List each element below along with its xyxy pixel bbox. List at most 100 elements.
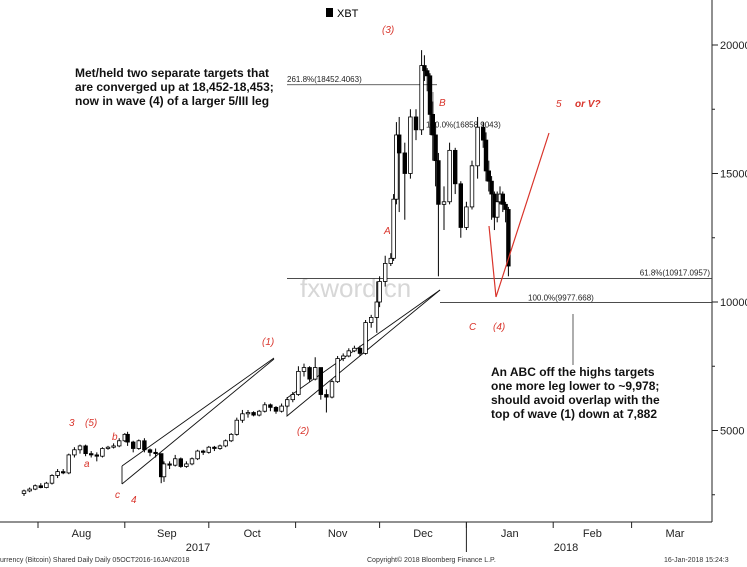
candle-body <box>452 149 458 185</box>
x-month-label: Sep <box>157 528 177 540</box>
candle-body <box>55 471 60 476</box>
wave-label: c <box>115 490 120 501</box>
candle-body <box>147 449 153 453</box>
wave-label: (5) <box>85 418 97 429</box>
x-month-label: Oct <box>244 528 261 540</box>
candle-body <box>388 257 393 264</box>
wave-label: (3) <box>382 25 394 36</box>
candle-body <box>49 475 55 484</box>
x-month-label: Feb <box>583 528 602 540</box>
wave-label: or V? <box>575 99 601 110</box>
candle-body <box>396 134 402 154</box>
wave-labels: 3 (5) a b c 4 (1) (2) (3) A B C (4) 5 or V? <box>69 25 601 506</box>
note-top-line-2: are converged up at 18,452-18,453; <box>75 80 274 94</box>
note-top-line-3: now in wave (4) of a larger 5/III leg <box>75 94 269 108</box>
candle-body <box>77 445 83 451</box>
candle-body <box>408 116 413 174</box>
candle-body <box>100 448 105 457</box>
candle-body <box>234 419 239 435</box>
y-tick-label: 5000 <box>720 426 744 438</box>
level-label: 100.0%(16858.9043) <box>426 121 501 130</box>
candle-body <box>89 453 94 456</box>
candle-body <box>21 490 27 494</box>
candle-body <box>318 367 323 395</box>
candle-body <box>251 412 256 416</box>
note-bottom-line-2: one more leg lower to ~9,978; <box>491 379 659 393</box>
candle-body <box>38 485 43 488</box>
candle-body <box>195 450 200 460</box>
candle-body <box>153 451 158 455</box>
projection-line <box>488 132 550 298</box>
candle-body <box>464 206 469 228</box>
candle-body <box>436 160 441 205</box>
wave-label: B <box>439 98 446 109</box>
candle-body <box>142 440 147 451</box>
candle-body <box>105 446 111 449</box>
candle-body <box>256 410 262 416</box>
candle-body <box>172 458 178 466</box>
candle-body <box>430 113 435 136</box>
candle-body <box>427 75 433 115</box>
candle-body <box>279 405 284 412</box>
candle-body <box>329 381 335 398</box>
candle-body <box>469 165 475 208</box>
candle-body <box>44 482 49 488</box>
candle-body <box>340 355 346 359</box>
wave-label: b <box>112 432 118 443</box>
x-month-label: Jan <box>501 528 519 540</box>
candle-body <box>419 65 424 131</box>
note-bottom-line-4: top of wave (1) down at 7,882 <box>491 407 657 421</box>
candle-body <box>189 458 195 465</box>
candle-body <box>363 322 368 354</box>
candle-body <box>391 198 396 259</box>
candle-body <box>413 116 419 131</box>
candle-body <box>228 433 234 442</box>
candle-body <box>125 433 130 443</box>
candle-body <box>486 170 491 182</box>
candle-body <box>223 440 228 447</box>
y-tick-label: 20000 <box>720 40 747 52</box>
candle-body <box>268 404 273 408</box>
wave-label: a <box>84 459 90 470</box>
candle-body <box>394 134 399 200</box>
y-tick-label: 10000 <box>720 297 747 309</box>
candle-body <box>245 412 251 415</box>
legend-marker <box>326 8 333 17</box>
candle-body <box>111 445 116 448</box>
candle-body <box>130 441 136 449</box>
candle-body <box>167 463 172 466</box>
candle-body <box>136 440 141 449</box>
level-label: 61.8%(10917.0957) <box>640 268 711 277</box>
footer-center: Copyright© 2018 Bloomberg Finance L.P. <box>367 556 496 564</box>
level-label: 100.0%(9977.668) <box>528 294 594 303</box>
candle-body <box>377 281 382 303</box>
candle-body <box>273 406 279 412</box>
candle-body <box>94 454 99 457</box>
wave-label: (1) <box>262 337 274 348</box>
candle-body <box>72 449 77 456</box>
candle-body <box>66 454 71 474</box>
x-axis: Aug Sep Oct Nov Dec Jan Feb Mar 2017 2018 <box>37 522 685 554</box>
candle-body <box>296 370 301 395</box>
candle-body <box>206 446 211 453</box>
level-label: 261.8%(18452.4063) <box>287 75 362 84</box>
candle-body <box>61 471 66 474</box>
candle-body <box>503 203 508 210</box>
fib-levels: 261.8%(18452.4063) 100.0%(16858.9043) 61.8… <box>287 75 712 365</box>
candle-body <box>357 347 363 354</box>
candle-body <box>374 301 379 318</box>
wave-label: (4) <box>493 322 505 333</box>
wave-label: C <box>469 322 477 333</box>
candle-body <box>500 193 505 205</box>
candle-body <box>83 445 88 455</box>
candle-body <box>117 440 122 447</box>
x-month-label: Aug <box>72 528 92 540</box>
candle-body <box>494 201 500 218</box>
footer-left: urrency (Bitcoin) Shared Daily Daily 05O… <box>0 557 190 564</box>
candle-body <box>335 358 340 383</box>
candle-body <box>178 458 183 467</box>
candle-body <box>161 463 167 478</box>
candle-body <box>217 445 223 449</box>
candle-body <box>382 263 388 282</box>
candle-body <box>489 180 494 195</box>
